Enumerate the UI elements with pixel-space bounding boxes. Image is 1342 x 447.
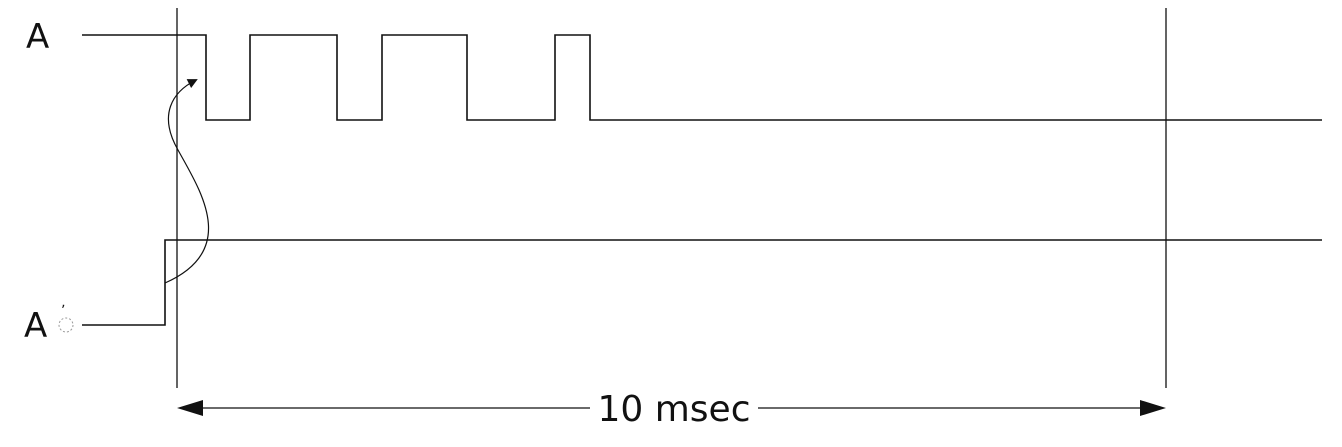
signal-a-prime-mark: ʼ bbox=[61, 303, 65, 319]
duration-arrowhead-right bbox=[1140, 400, 1166, 416]
signal-a-label: A bbox=[26, 17, 49, 57]
signal-a-prime-waveform bbox=[82, 239, 1322, 326]
signal-a-prime-label: A bbox=[24, 306, 47, 346]
duration-label: 10 msec bbox=[597, 389, 750, 430]
signal-a-waveform bbox=[82, 34, 1322, 121]
duration-arrowhead-left bbox=[177, 400, 203, 416]
causal-arrow bbox=[164, 79, 209, 284]
signal-a-prime-mark-circle bbox=[58, 317, 74, 333]
